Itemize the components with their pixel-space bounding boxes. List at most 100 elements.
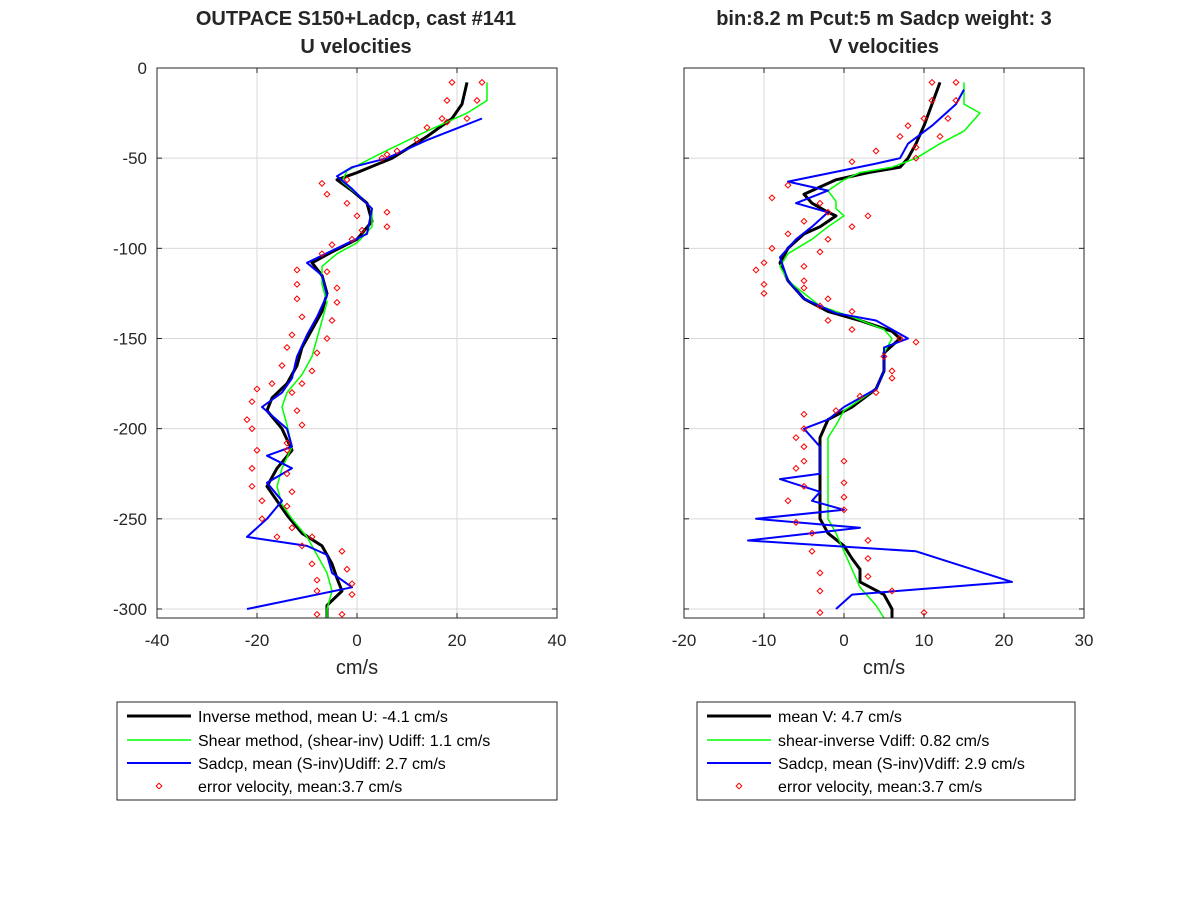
- u-error-point-3: [443, 96, 451, 104]
- v-error-point-15: [816, 199, 824, 207]
- u-error-point-21: [328, 241, 336, 249]
- u-error-point-45: [248, 425, 256, 433]
- u-error-point-24: [323, 268, 331, 276]
- v-legend-box: [696, 701, 1076, 801]
- v-xtick-label-4: 20: [995, 631, 1014, 650]
- v-legend-error-label: error velocity, mean:3.7 cm/s: [778, 779, 982, 796]
- v-error-point-21: [824, 235, 832, 243]
- u-ytick-label-5: -250: [113, 510, 147, 529]
- u-error-point-66: [348, 591, 356, 599]
- v-error-point-63: [816, 587, 824, 595]
- u-error-point-31: [288, 331, 296, 339]
- v-error-point-25: [800, 262, 808, 270]
- v-xtick-label-5: 30: [1075, 631, 1094, 650]
- v-error-point-61: [816, 569, 824, 577]
- u-error-point-37: [268, 380, 276, 388]
- u-error-point-19: [358, 226, 366, 234]
- u-legend-error-marker: [155, 782, 163, 790]
- u-ytick-label-2: -100: [113, 239, 147, 258]
- u-error-point-41: [248, 398, 256, 406]
- v-error-point-65: [816, 609, 824, 617]
- u-error-point-4: [463, 114, 471, 123]
- v-error-point-7: [936, 132, 944, 141]
- u-plot-title: OUTPACE S150+Ladcp, cast #141: [196, 8, 516, 30]
- u-error-point-26: [333, 284, 341, 292]
- v-error-point-53: [840, 493, 848, 501]
- v-error-point-64: [888, 587, 896, 595]
- v-axes-box: [683, 67, 1085, 619]
- v-error-point-49: [840, 457, 848, 465]
- u-sadcp-line: [246, 117, 483, 610]
- u-legend-error-label: error velocity, mean:3.7 cm/s: [198, 779, 402, 796]
- u-legend-shear-label: Shear method, (shear-inv) Udiff: 1.1 cm/…: [198, 733, 490, 750]
- u-error-point-51: [248, 482, 256, 490]
- u-error-point-57: [273, 533, 281, 541]
- u-error-point-47: [253, 446, 261, 454]
- u-series: [243, 78, 488, 618]
- v-error-point-22: [768, 244, 776, 252]
- u-error-point-54: [283, 502, 291, 510]
- v-error-point-11: [912, 154, 920, 162]
- u-error-point-32: [323, 334, 331, 343]
- u-error-point-1: [448, 78, 456, 86]
- u-xtick-label-3: 20: [448, 631, 467, 650]
- v-error-point-16: [824, 208, 832, 216]
- v-ticks: -20 -10 0 10 20 30: [672, 67, 1094, 650]
- u-error-point-30: [328, 316, 336, 324]
- v-xtick-label-0: -20: [672, 631, 697, 650]
- u-error-point-58: [308, 533, 316, 541]
- u-velocity-axes: OUTPACE S150+Ladcp, cast #141 U velociti…: [113, 8, 566, 679]
- u-error-point-44: [298, 421, 306, 429]
- v-legend-error-marker: [735, 782, 743, 790]
- v-error-point-19: [848, 223, 856, 231]
- v-error-point-14: [768, 194, 776, 202]
- u-error-point-40: [288, 389, 296, 397]
- u-error-point-63: [313, 576, 321, 584]
- u-grid: [157, 68, 557, 618]
- u-error-point-0: [478, 78, 486, 86]
- u-error-point-23: [293, 266, 301, 274]
- u-error-point-2: [473, 96, 481, 104]
- u-legend-box: [116, 701, 558, 801]
- u-error-point-11: [378, 154, 386, 162]
- u-error-point-42: [293, 407, 301, 415]
- u-error-point-53: [258, 497, 266, 505]
- v-error-point-38: [880, 352, 888, 361]
- v-error-point-8: [896, 132, 904, 141]
- u-error-point-35: [278, 362, 286, 370]
- v-error-point-40: [888, 374, 896, 382]
- u-xtick-label-0: -40: [145, 631, 170, 650]
- v-error-point-41: [872, 389, 880, 397]
- v-xaxis-label: cm/s: [863, 657, 905, 679]
- u-error-point-27: [293, 295, 301, 303]
- u-plot-subtitle: U velocities: [300, 36, 411, 58]
- u-ytick-label-6: -300: [113, 600, 147, 619]
- v-error-point-23: [816, 248, 824, 256]
- v-error-point-17: [864, 212, 872, 220]
- u-error-point-50: [283, 470, 291, 478]
- v-error-point-47: [800, 443, 808, 451]
- v-error-point-37: [912, 338, 920, 346]
- u-ytick-label-0: 0: [138, 59, 147, 78]
- v-error-point-28: [760, 280, 768, 288]
- v-error-point-13: [784, 181, 792, 189]
- u-error-point-14: [323, 190, 331, 198]
- u-xtick-label-4: 40: [548, 631, 567, 650]
- u-error-point-17: [353, 212, 361, 220]
- u-ytick-label-4: -200: [113, 420, 147, 439]
- v-error-point-50: [792, 464, 800, 472]
- u-error-point-18: [383, 223, 391, 231]
- v-error-point-52: [800, 482, 808, 490]
- v-error-point-2: [952, 96, 960, 104]
- u-error-point-67: [313, 610, 321, 618]
- v-error-point-27: [800, 277, 808, 285]
- v-error-point-46: [792, 434, 800, 442]
- u-legend-inverse-label: Inverse method, mean U: -4.1 cm/s: [198, 709, 448, 726]
- v-error-point-33: [848, 307, 856, 315]
- v-error-point-34: [824, 316, 832, 324]
- v-error-point-59: [808, 547, 816, 555]
- v-legend: mean V: 4.7 cm/s shear-inverse Vdiff: 0.…: [696, 701, 1076, 801]
- u-ticks: -40 -20 0 20 400-50-100-150-200-250-300: [113, 59, 566, 650]
- u-error-point-65: [313, 587, 321, 595]
